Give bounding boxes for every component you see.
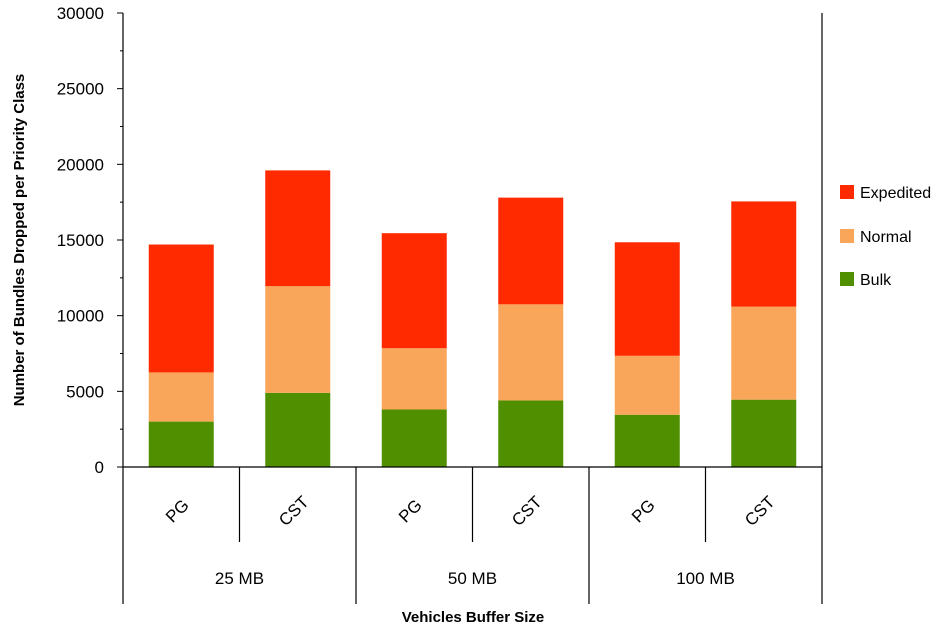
axes-layer (117, 12, 823, 604)
bar-bulk-4 (614, 414, 680, 467)
legend-swatch-bulk (840, 272, 854, 286)
y-tick-label: 10000 (57, 307, 104, 326)
legend-label-expedited: Expedited (860, 185, 931, 202)
bar-expedited-1 (265, 170, 331, 287)
category-label: CST (275, 492, 312, 529)
bars-layer (148, 170, 797, 467)
category-label: PG (628, 496, 659, 527)
category-label: CST (741, 492, 778, 529)
bar-bulk-5 (731, 399, 797, 467)
bar-normal-0 (148, 372, 214, 422)
bar-bulk-3 (498, 400, 564, 467)
bar-expedited-5 (731, 201, 797, 307)
y-tick-label: 25000 (57, 80, 104, 99)
legend: Expedited Normal Bulk (840, 185, 931, 289)
bar-expedited-3 (498, 197, 564, 305)
bar-bulk-1 (265, 392, 331, 467)
y-tick-label: 5000 (66, 382, 104, 401)
bar-expedited-2 (381, 233, 447, 349)
group-label: 25 MB (215, 569, 264, 588)
y-tick-label: 15000 (57, 231, 104, 250)
bar-bulk-0 (148, 421, 214, 467)
category-label: PG (162, 496, 193, 527)
bar-expedited-4 (614, 242, 680, 356)
bar-normal-3 (498, 304, 564, 401)
y-tick-label: 30000 (57, 4, 104, 23)
legend-swatch-expedited (840, 185, 854, 199)
bar-normal-5 (731, 306, 797, 400)
legend-label-normal: Normal (860, 229, 912, 246)
legend-swatch-normal (840, 229, 854, 243)
bar-expedited-0 (148, 244, 214, 373)
y-axis-title: Number of Bundles Dropped per Priority C… (11, 74, 28, 407)
bar-normal-1 (265, 286, 331, 393)
bar-bulk-2 (381, 409, 447, 467)
category-label: PG (395, 496, 426, 527)
bar-normal-4 (614, 355, 680, 415)
group-label: 100 MB (676, 569, 735, 588)
y-tick-label: 20000 (57, 155, 104, 174)
group-label: 50 MB (448, 569, 497, 588)
legend-label-bulk: Bulk (860, 272, 892, 289)
bar-normal-2 (381, 348, 447, 410)
category-label: CST (508, 492, 545, 529)
x-axis-title: Vehicles Buffer Size (402, 609, 545, 626)
y-tick-label: 0 (95, 458, 104, 477)
